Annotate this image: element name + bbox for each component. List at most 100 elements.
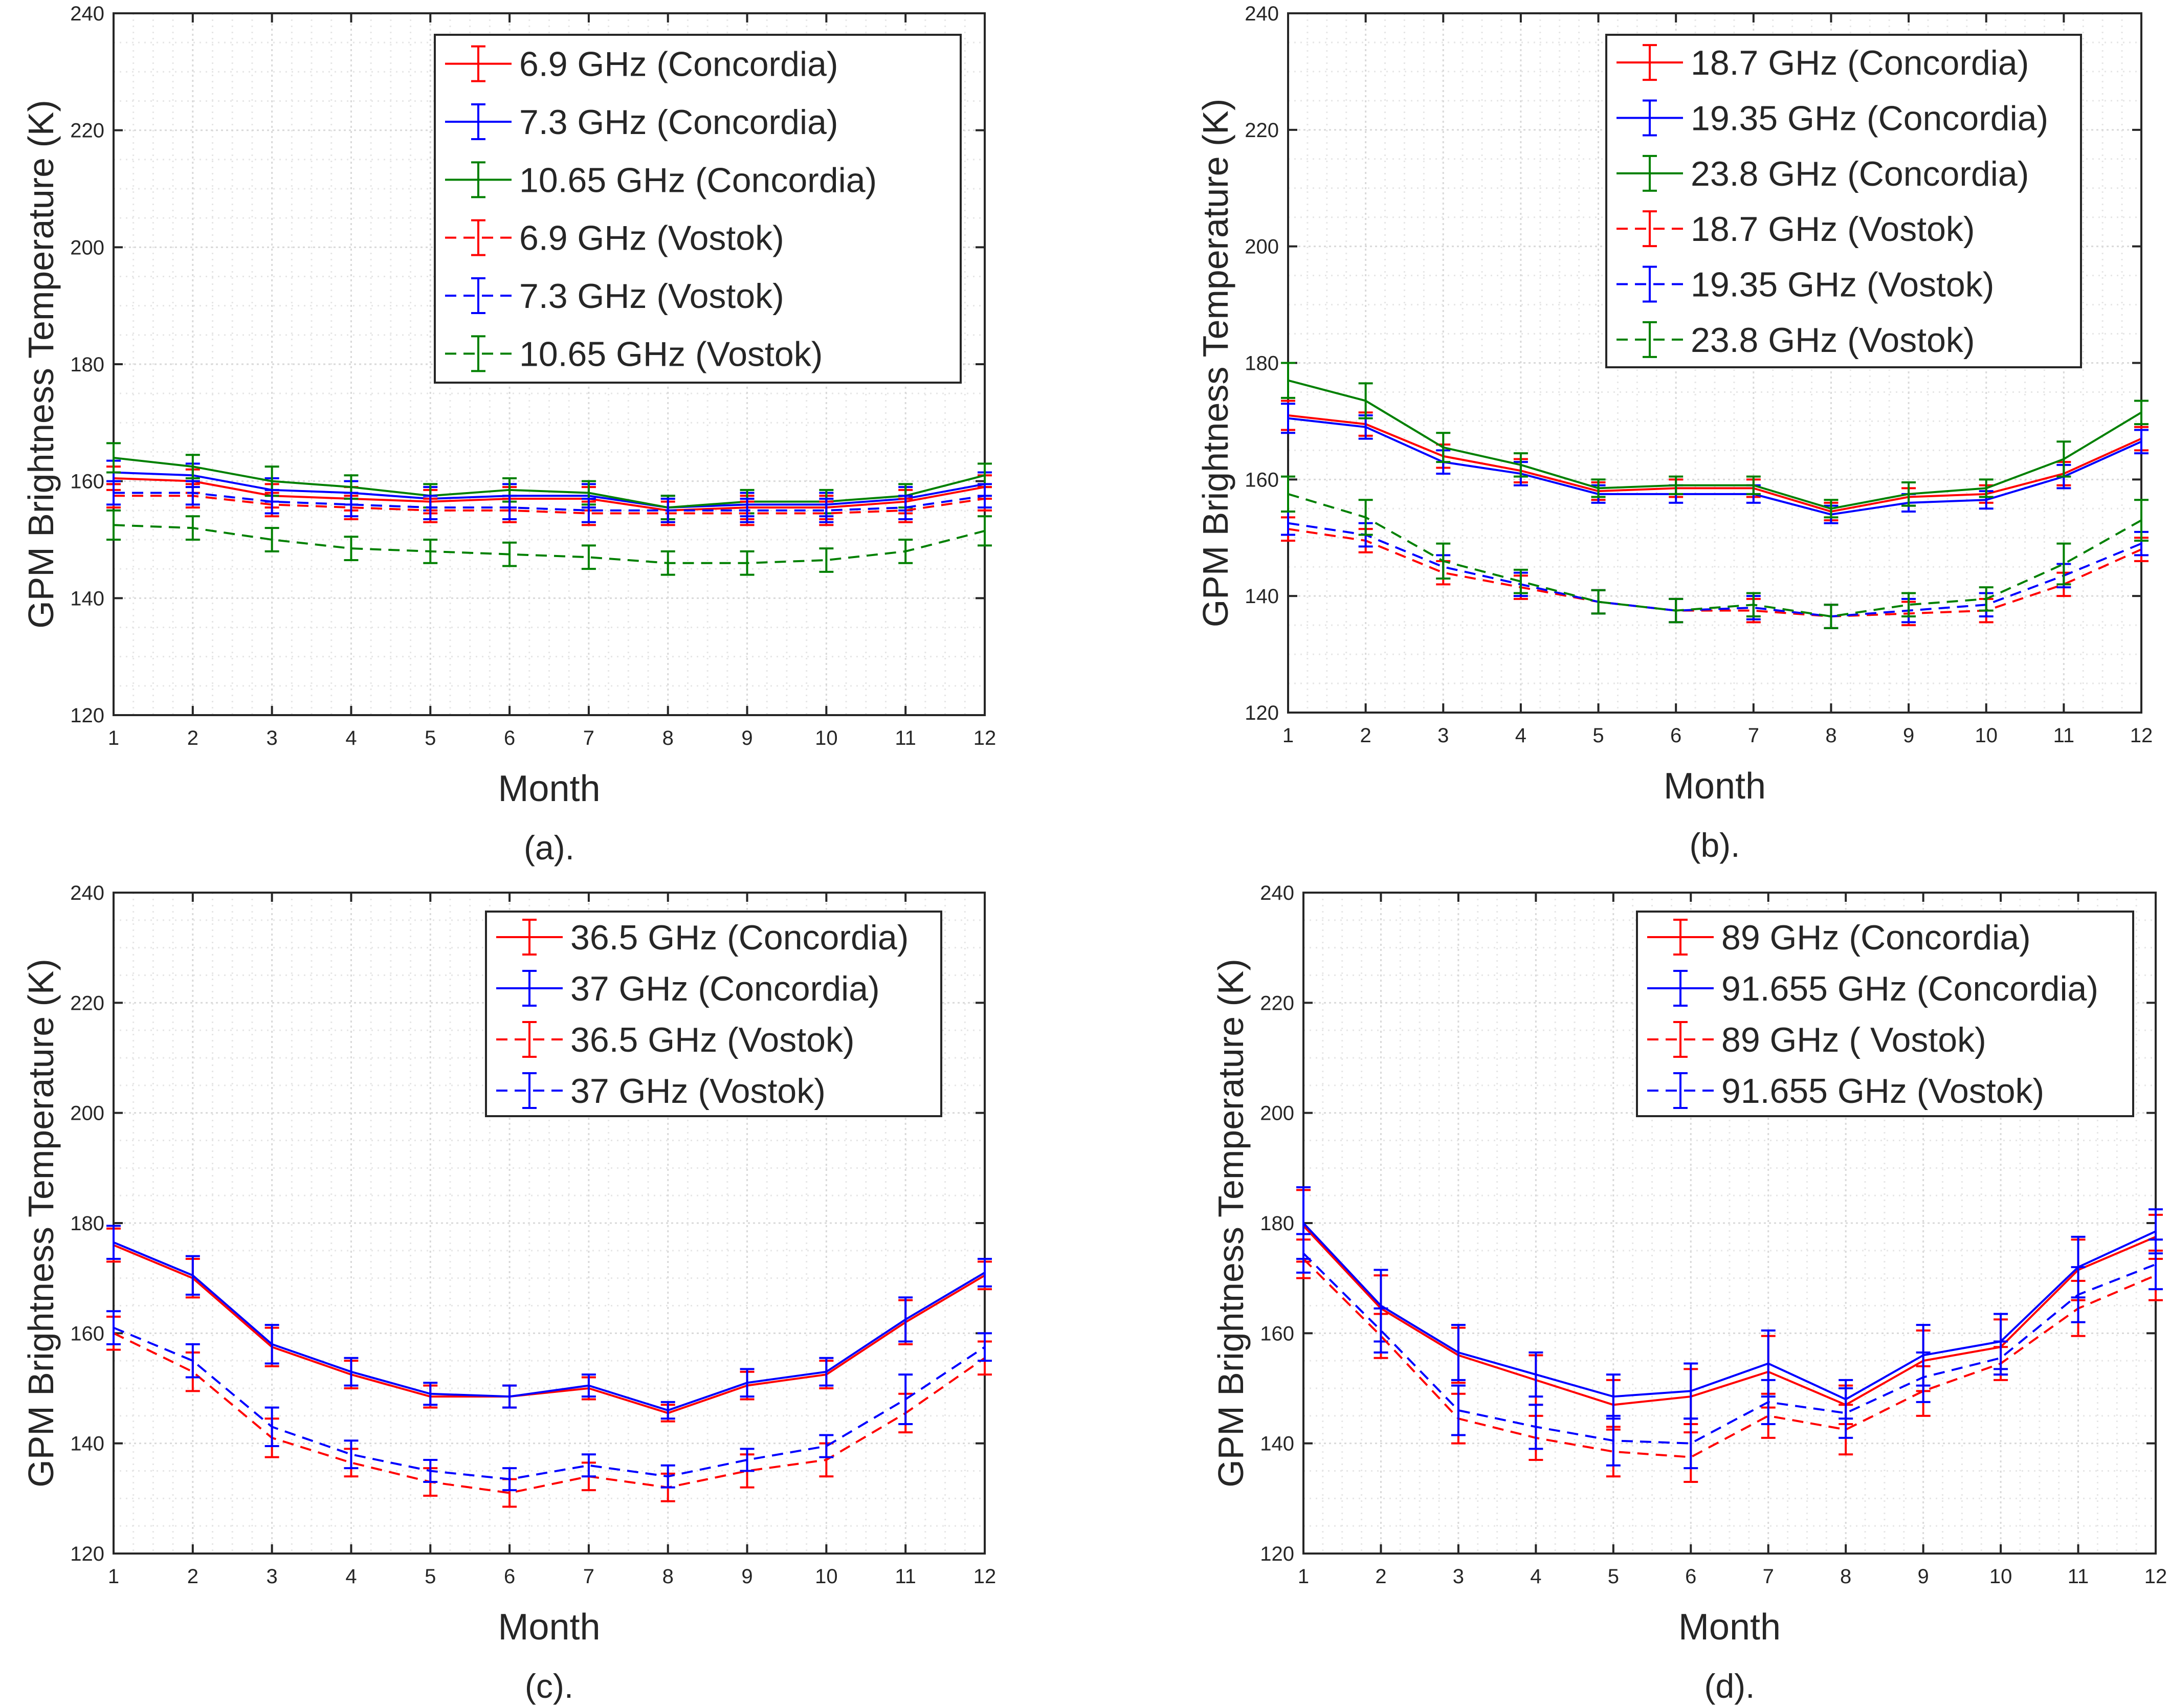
x-tick-label: 5 — [1592, 724, 1604, 747]
y-tick-label: 160 — [1260, 1322, 1294, 1345]
series-37-ghz-vostok- — [106, 1310, 992, 1492]
x-tick-label: 4 — [1530, 1565, 1541, 1588]
legend: 6.9 GHz (Concordia) 7.3 GHz (Concordia) 10… — [434, 34, 962, 384]
data-point — [1830, 507, 1832, 510]
data-point — [350, 486, 352, 489]
series-line — [1288, 493, 2142, 618]
error-bar — [978, 483, 992, 509]
error-bar — [898, 1296, 913, 1343]
data-point — [1767, 1362, 1769, 1365]
data-point — [825, 559, 828, 562]
data-point — [2155, 1263, 2157, 1266]
series-line — [113, 1244, 986, 1414]
y-tick-label: 120 — [1245, 702, 1279, 724]
y-tick-label: 120 — [70, 704, 104, 727]
x-tick-label: 9 — [1903, 724, 1914, 747]
y-axis-label: GPM Brightness Temperature (K) — [1211, 959, 1251, 1488]
x-tick-label: 7 — [583, 1565, 594, 1588]
data-point — [1597, 487, 1600, 490]
data-point — [2000, 1357, 2002, 1359]
legend-label: 89 GHz ( Vostok) — [1721, 1021, 1986, 1059]
error-bar — [1839, 1387, 1853, 1439]
data-point — [667, 1409, 669, 1412]
y-tick-label: 140 — [70, 1433, 104, 1455]
y-tick-label: 220 — [1260, 992, 1294, 1014]
y-tick-label: 140 — [1245, 585, 1279, 608]
data-point — [1690, 1442, 1692, 1445]
data-point — [1535, 1373, 1537, 1376]
error-bar — [502, 541, 517, 567]
data-point — [350, 1453, 352, 1456]
error-bar — [581, 497, 596, 523]
x-tick-label: 1 — [1282, 724, 1294, 747]
y-tick-label: 160 — [1245, 469, 1279, 491]
error-bar — [819, 497, 834, 523]
error-bar — [1374, 1307, 1388, 1354]
x-tick-label: 6 — [504, 727, 515, 749]
legend-box — [1636, 911, 2134, 1117]
data-point — [984, 1346, 986, 1348]
data-point — [271, 1426, 273, 1428]
data-point — [113, 456, 115, 459]
error-bar — [344, 536, 359, 562]
data-point — [1519, 580, 1522, 583]
legend-item: 36.5 GHz (Concordia) — [496, 918, 909, 957]
data-point — [587, 1464, 590, 1467]
data-point — [113, 1241, 115, 1244]
error-bar — [185, 454, 200, 479]
error-bar — [2134, 499, 2149, 542]
data-point — [1985, 597, 1987, 600]
panel-caption: (a). — [524, 829, 574, 867]
data-point — [1364, 426, 1367, 428]
data-point — [1287, 493, 1289, 495]
error-bar — [1684, 1417, 1698, 1470]
legend-box — [485, 911, 942, 1117]
x-tick-label: 2 — [1375, 1565, 1386, 1588]
error-bar — [106, 480, 121, 506]
legend-item: 37 GHz (Vostok) — [496, 1072, 826, 1111]
error-bar — [740, 1368, 755, 1398]
data-point — [508, 1395, 511, 1398]
data-point — [1457, 1351, 1459, 1354]
y-tick-label: 200 — [70, 236, 104, 259]
series-line — [1302, 1258, 2156, 1458]
data-point — [1845, 1412, 1847, 1414]
legend-label: 10.65 GHz (Concordia) — [519, 161, 877, 199]
error-bar — [2056, 542, 2071, 586]
data-point — [825, 1458, 828, 1461]
x-tick-label: 12 — [2130, 724, 2153, 747]
data-point — [904, 506, 907, 509]
series-line — [1288, 379, 2142, 510]
error-bar — [2134, 429, 2149, 455]
legend-box — [1605, 34, 2082, 368]
x-tick-label: 1 — [108, 727, 119, 749]
error-bar — [1901, 481, 1916, 507]
x-tick-label: 11 — [2053, 724, 2075, 747]
data-point — [508, 553, 511, 556]
data-point — [429, 506, 432, 509]
data-point — [667, 509, 669, 512]
data-point — [1612, 1439, 1614, 1442]
error-bar — [1824, 604, 1839, 629]
data-point — [904, 550, 907, 552]
error-bar — [2134, 400, 2149, 426]
error-bar — [185, 480, 200, 506]
data-point — [1908, 604, 1910, 606]
data-point — [2063, 458, 2065, 460]
y-tick-label: 180 — [70, 353, 104, 376]
x-tick-label: 4 — [1515, 724, 1526, 747]
error-bar — [978, 515, 992, 547]
error-bar — [1669, 597, 1684, 624]
data-point — [113, 492, 115, 494]
series-7-3-ghz-vostok- — [106, 480, 992, 523]
error-bar — [2056, 440, 2071, 478]
x-tick-label: 5 — [1608, 1565, 1619, 1588]
data-point — [508, 506, 511, 509]
error-bar — [185, 1255, 200, 1296]
minor-grid — [1303, 893, 2156, 1554]
x-tick-label: 4 — [345, 727, 357, 749]
data-point — [746, 562, 748, 564]
error-bar — [1824, 499, 1839, 519]
error-bar — [1979, 586, 1994, 612]
